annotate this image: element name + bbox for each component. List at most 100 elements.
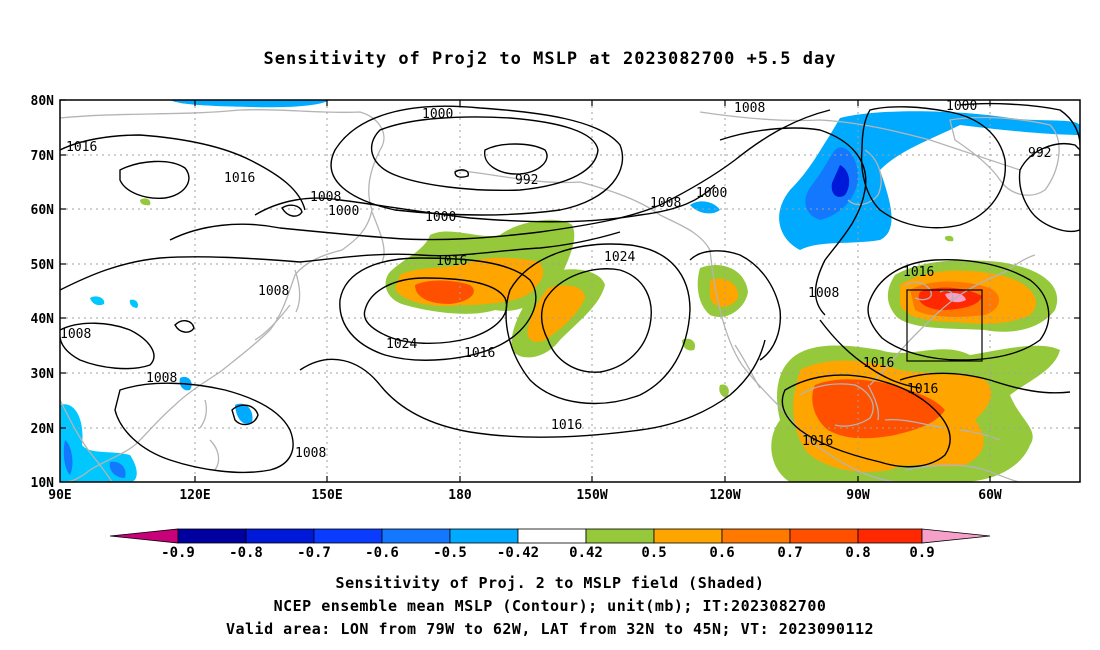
lon-label-60w: 60W: [978, 488, 1002, 503]
coast-indochina: [60, 399, 113, 482]
contour-1008-tropics: [114, 382, 294, 474]
lon-label-150e: 150E: [311, 488, 342, 503]
contour-1000-atlantic: [959, 102, 1080, 146]
contour-pacific-high-1024: [363, 277, 508, 344]
lat-label-40n: 40N: [31, 312, 55, 327]
map-panel: 1016 1016 1008 1000 1000 992 1000 1016 1…: [60, 99, 1080, 482]
colorbar-bin-11: [857, 528, 923, 544]
contour-small-low-eastasia: [174, 320, 195, 333]
colorbar-bin-5: [449, 528, 519, 544]
contour-1008-band: [169, 109, 831, 241]
shade-orange-central-pacific: [527, 285, 585, 342]
contour-label-1016-atlantic-high: 1016: [903, 265, 934, 280]
lon-label-150w: 150W: [576, 488, 607, 503]
colorbar-label-n042: -0.42: [497, 545, 539, 561]
caption-valid-area: Valid area: LON from 79W to 62W, LAT fro…: [225, 620, 875, 638]
contour-atlantic-high-1016: [867, 258, 1050, 361]
colorbar-label-n05: -0.5: [433, 545, 467, 561]
coast-alaska: [454, 169, 711, 251]
mslp-contours: [60, 102, 1080, 474]
contour-label-1008-canada: 1008: [808, 286, 839, 301]
shade-red-gulf-caribbean: [812, 379, 945, 439]
contour-label-1000-pacific: 1000: [425, 210, 456, 225]
contour-label-992-atlantic: 992: [1028, 146, 1051, 161]
shade-blue-westpac: [179, 376, 253, 425]
coast-taiwan-philippines: [199, 399, 220, 471]
coast-arctic-canada: [699, 111, 1021, 171]
contour-label-1000-kamchatka: 1000: [328, 204, 359, 219]
contour-label-1016-pacific: 1016: [436, 254, 467, 269]
contour-label-1016-south-pacific: 1016: [551, 418, 582, 433]
contour-label-1000-alaska: 1000: [696, 186, 727, 201]
colorbar: -0.9 -0.8 -0.7 -0.6 -0.5 -0.42 0.42 0.5 …: [109, 528, 991, 561]
contour-label-1024-subtropical: 1024: [604, 250, 635, 265]
coast-south-america: [904, 464, 1021, 482]
contour-north-pacific-low-outer: [330, 105, 624, 216]
contour-1016-south-pacific: [299, 339, 766, 438]
contour-subtropical-high-1016: [505, 243, 691, 405]
contour-1016-outer-asia: [60, 134, 306, 211]
colorbar-label-n07: -0.7: [297, 545, 331, 561]
colorbar-under-triangle: [109, 528, 179, 544]
coast-florida: [867, 384, 880, 421]
contour-1016-gulf: [781, 374, 951, 468]
coast-east-asia: [64, 249, 343, 482]
contour-label-1016-us-east: 1016: [863, 356, 894, 371]
colorbar-bin-2: [245, 528, 315, 544]
contour-subtropical-high-1024: [540, 268, 652, 373]
shade-darkblue-core: [831, 165, 850, 197]
contour-label-1000-greenland: 1000: [946, 99, 977, 114]
contour-1008-canada: [719, 127, 867, 316]
colorbar-label-p042: 0.42: [569, 545, 603, 561]
lat-label-80n: 80N: [31, 94, 55, 109]
latitude-labels: 80N 70N 60N 50N 40N 30N 20N 10N: [31, 94, 55, 491]
coast-greenland: [949, 116, 1060, 196]
colorbar-bin-10: [789, 528, 859, 544]
colorbar-label-n06: -0.6: [365, 545, 399, 561]
lat-label-20n: 20N: [31, 422, 55, 437]
colorbar-bin-1: [177, 528, 247, 544]
contour-north-pacific-low-mid: [370, 116, 599, 192]
contour-north-atlantic-low: [860, 106, 1006, 229]
colorbar-label-p07: 0.7: [777, 545, 802, 561]
contour-pacific-high-1016: [339, 257, 537, 361]
coast-cuba-caribbean: [884, 418, 1001, 441]
colorbar-bin-3: [313, 528, 383, 544]
contour-labels: 1016 1016 1008 1000 1000 992 1000 1016 1…: [60, 99, 1051, 461]
coast-hudson-bay: [847, 149, 882, 206]
contour-label-1008-japan: 1008: [258, 284, 289, 299]
colorbar-bin-4: [381, 528, 451, 544]
caption-shading: Sensitivity of Proj. 2 to MSLP field (Sh…: [335, 574, 765, 592]
lat-label-60n: 60N: [31, 203, 55, 218]
contour-label-1008-alaska: 1008: [650, 196, 681, 211]
caption-contour: NCEP ensemble mean MSLP (Contour); unit(…: [273, 597, 827, 615]
contour-label-1016-nw: 1016: [66, 140, 97, 155]
shade-blue-alaska: [690, 201, 720, 214]
colorbar-bin-8: [653, 528, 723, 544]
positive-sensitivity-shading: [140, 198, 1060, 482]
contour-label-1016-caribbean: 1016: [907, 382, 938, 397]
contour-992-atlantic: [1018, 143, 1080, 232]
valid-area-box: [906, 289, 983, 362]
colorbar-label-n09: -0.9: [161, 545, 195, 561]
colorbar-label-p09: 0.9: [909, 545, 934, 561]
coast-kamchatka: [371, 211, 385, 263]
contour-label-1024-pacific-high: 1024: [386, 337, 417, 352]
shade-red-pacific-ridge: [415, 280, 474, 304]
contour-1016-mexico: [819, 319, 921, 389]
colorbar-over-triangle: [921, 528, 991, 544]
coast-baja: [734, 344, 761, 389]
coastlines: [60, 108, 1060, 482]
lon-label-120e: 120E: [179, 488, 210, 503]
contour-label-1016-siberia: 1016: [224, 171, 255, 186]
contour-label-1008-kamchatka: 1008: [310, 190, 341, 205]
contour-label-1008-west: 1008: [60, 327, 91, 342]
lat-label-70n: 70N: [31, 149, 55, 164]
contour-small-low-kamchatka: [281, 204, 303, 217]
lon-label-90w: 90W: [846, 488, 870, 503]
contour-1008-western-lows: [60, 322, 155, 370]
lat-label-50n: 50N: [31, 258, 55, 273]
colorbar-label-p08: 0.8: [845, 545, 870, 561]
coast-north-america-west: [709, 249, 816, 446]
shade-blue-arctic-top: [170, 100, 330, 108]
